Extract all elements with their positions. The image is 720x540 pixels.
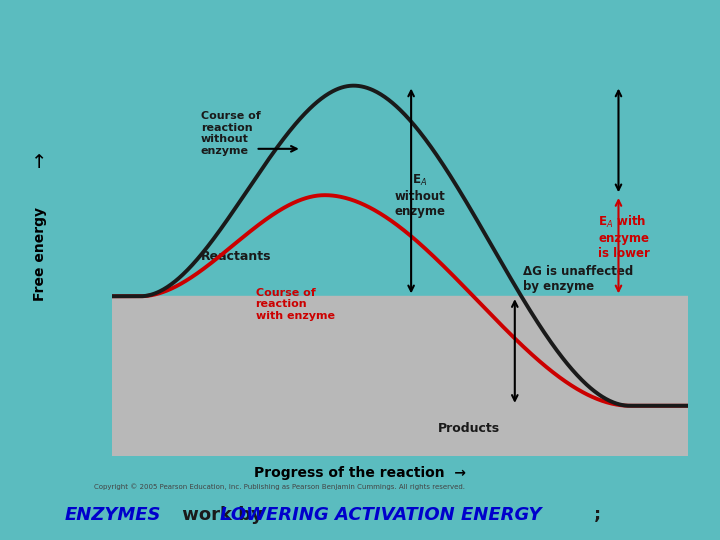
Text: ↑: ↑ <box>32 152 48 172</box>
Text: Course of
reaction
with enzyme: Course of reaction with enzyme <box>256 288 335 321</box>
Bar <box>112 296 688 456</box>
Text: work by: work by <box>176 506 269 524</box>
Text: ΔG is unaffected
by enzyme: ΔG is unaffected by enzyme <box>523 265 634 293</box>
Text: Free energy: Free energy <box>32 207 47 301</box>
Text: Copyright © 2005 Pearson Education, Inc. Publishing as Pearson Benjamin Cummings: Copyright © 2005 Pearson Education, Inc.… <box>94 483 464 490</box>
Text: LOWERING ACTIVATION ENERGY: LOWERING ACTIVATION ENERGY <box>220 506 541 524</box>
Text: Progress of the reaction  →: Progress of the reaction → <box>254 465 466 480</box>
Text: Products: Products <box>438 422 500 435</box>
Text: Course of
reaction
without
enzyme: Course of reaction without enzyme <box>201 111 261 156</box>
Text: E$_A$ with
enzyme
is lower: E$_A$ with enzyme is lower <box>598 214 650 260</box>
Text: ENZYMES: ENZYMES <box>65 506 161 524</box>
Text: E$_A$
without
enzyme: E$_A$ without enzyme <box>395 173 445 218</box>
Text: Reactants: Reactants <box>201 249 271 263</box>
Text: ;: ; <box>594 506 601 524</box>
